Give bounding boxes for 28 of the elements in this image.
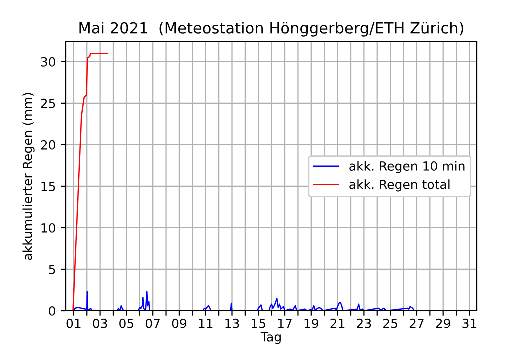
x-tick-label: 25 [384, 318, 398, 328]
x-tick-label: 17 [278, 319, 292, 328]
x-tick-label: 09 [172, 318, 187, 328]
x-axis-title: Tag [260, 332, 281, 344]
x-tick-label: 03 [93, 318, 108, 328]
x-tick-label: 15 [252, 319, 266, 328]
legend-label: akk. Regen 10 min [350, 161, 465, 174]
x-tick-label: 19 [304, 318, 318, 328]
chart-title: Mai 2021 (Meteostation Hönggerberg/ETH Zürich) [80, 22, 464, 37]
y-tick-label: 10 [42, 223, 56, 233]
y-axis-title: akkumulierter Regen (mm) [22, 93, 35, 260]
x-tick-label: 05 [120, 318, 134, 328]
x-tick-label: 31 [462, 318, 477, 328]
x-tick-label: 21 [330, 318, 345, 328]
x-tick-label: 29 [436, 318, 450, 328]
y-tick-label: 25 [41, 98, 56, 108]
x-tick-label: 11 [199, 319, 213, 328]
y-tick-label: 30 [41, 57, 56, 67]
x-tick-label: 27 [410, 318, 424, 328]
y-tick-label: 5 [49, 265, 56, 274]
x-tick-label: 01 [66, 318, 81, 328]
legend-label: akk. Regen total [350, 180, 450, 192]
x-tick-label: 23 [357, 318, 372, 328]
y-tick-label: 0 [49, 306, 56, 316]
y-tick-label: 15 [42, 182, 56, 192]
y-tick-label: 20 [41, 140, 56, 150]
x-tick-label: 07 [146, 318, 160, 328]
x-tick-label: 13 [226, 318, 240, 328]
